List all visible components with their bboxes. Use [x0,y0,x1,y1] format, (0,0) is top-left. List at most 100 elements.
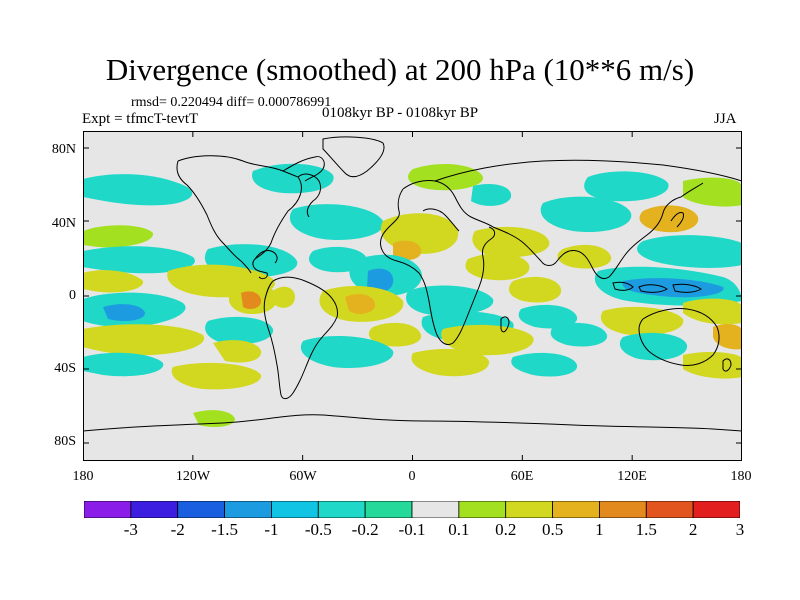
field-patch [83,225,154,248]
colorbar-swatch [130,501,179,518]
coastline [297,173,322,218]
field-patch [550,322,608,347]
field-patch [540,196,632,233]
stats-line: rmsd= 0.220494 diff= 0.000786991 [131,95,332,110]
lon-label-120w: 120W [175,469,211,484]
plot-title: Divergence (smoothed) at 200 hPa (10**6 … [105,52,695,87]
colorbar-swatch [224,501,272,518]
colorbar-label: -0.1 [398,520,426,539]
field-patch [83,352,164,377]
lat-label-80n: 80N [51,142,76,157]
field-patch [289,204,384,241]
colorbar-swatch [364,501,413,518]
field-patch [83,246,195,274]
colorbar-label: 1 [595,520,604,539]
field-patch [713,324,742,350]
colorbar-label: -2 [170,520,185,539]
coastline [83,414,742,432]
coastlines [83,136,742,432]
lat-label-80s: 80S [54,434,76,449]
colorbar [84,501,740,518]
coastline [638,308,720,366]
colorbar-swatch [411,501,460,518]
field-patch [393,240,422,261]
coastline [672,283,702,293]
coastline [638,284,668,293]
field-patch [637,235,742,268]
field-patch [465,253,530,281]
colorbar-label: -0.2 [351,520,379,539]
colorbar-label: -3 [123,520,138,539]
coastline [670,212,684,228]
colorbar-label: 2 [688,520,698,539]
coastline [680,182,704,198]
lon-label-180w: 180 [72,469,94,484]
field-patch [639,205,699,233]
field-patch [171,362,262,390]
colorbar-swatch [505,501,553,518]
colorbar-swatch [84,501,132,518]
coastline [402,180,494,228]
coastline [492,196,682,280]
colorbar-label: 0.2 [495,520,517,539]
field-patch [345,294,375,314]
divergence-field [83,163,742,427]
field-patch [411,348,490,377]
coastline [612,281,634,291]
coastline [500,316,510,333]
field-patch [273,286,295,308]
field-patch [213,340,262,363]
field-patch [441,324,534,356]
lat-label-40n: 40N [51,216,76,231]
period-label: 0108kyr BP - 0108kyr BP [322,105,479,121]
colorbar-label: -0.5 [304,520,332,539]
lon-label-0: 0 [408,469,416,484]
field-patch [103,304,145,321]
colorbar-swatch [599,501,647,518]
field-patch [619,332,688,361]
coastline [434,159,742,182]
field-patch [518,304,578,329]
coastline [282,156,325,182]
field-patch [683,177,742,207]
field-patch [683,298,742,325]
coastline [254,250,278,264]
coastline [722,358,732,372]
lat-label-40s: 40S [54,361,76,376]
coastline [322,136,385,178]
field-patch [205,316,274,345]
colorbar-swatch [458,501,507,518]
field-patch [368,322,422,347]
colorbar-swatch [177,501,225,518]
field-patch [600,306,684,336]
lon-label-60w: 60W [289,469,317,484]
field-patch [252,163,334,194]
field-patch [405,285,494,316]
field-patch [511,352,578,377]
coastline [263,276,338,400]
field-patch [300,336,394,369]
field-patch [584,171,669,202]
colorbar-swatch [271,501,319,518]
map-ticks [83,131,742,461]
colorbar-label: 0.5 [541,520,564,539]
colorbar-swatch [692,501,740,518]
field-patch [471,184,512,206]
lat-label-eq: 0 [69,288,76,303]
lon-label-120e: 120E [617,469,647,484]
lon-label-60e: 60E [510,469,534,484]
colorbar-label: -1.5 [211,520,239,539]
field-patch [83,174,193,206]
colorbar-swatch [552,501,600,518]
experiment-label: Expt = tfmcT-tevtT [82,111,199,127]
coastline [176,160,252,274]
field-patch [241,291,261,309]
lon-label-180e: 180 [730,469,752,484]
colorbar-label: 0.1 [448,520,470,539]
colorbar-label: -1 [264,520,279,539]
coastline [380,188,496,346]
colorbar-swatch [317,501,366,518]
field-patch [83,270,144,293]
colorbar-label: 3 [735,520,745,539]
colorbar-swatch [645,501,694,518]
